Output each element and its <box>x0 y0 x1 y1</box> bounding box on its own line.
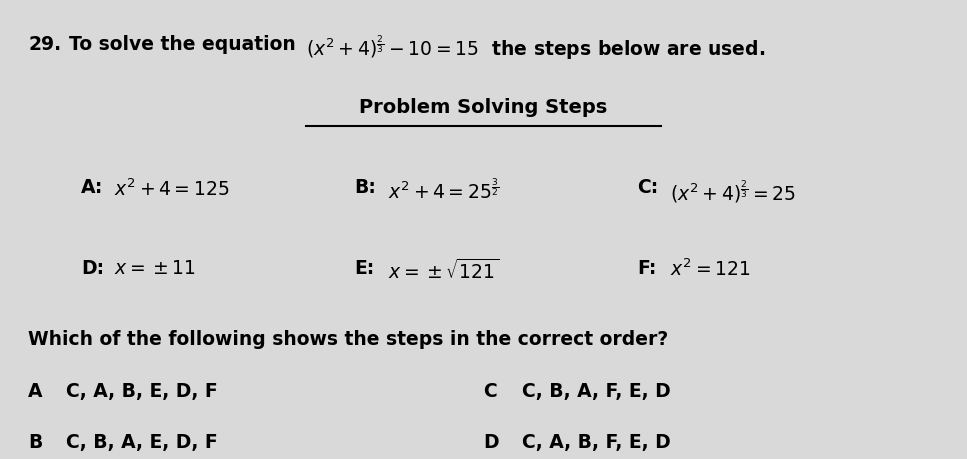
Text: E:: E: <box>354 258 374 277</box>
Text: $x=\pm11$: $x=\pm11$ <box>114 258 196 277</box>
Text: B: B <box>28 432 43 451</box>
Text: Problem Solving Steps: Problem Solving Steps <box>360 98 607 117</box>
Text: Which of the following shows the steps in the correct order?: Which of the following shows the steps i… <box>28 330 668 348</box>
Text: $x^2=121$: $x^2=121$ <box>670 258 750 280</box>
Text: $x^2+4=125$: $x^2+4=125$ <box>114 178 230 200</box>
Text: $x=\pm\sqrt{121}$: $x=\pm\sqrt{121}$ <box>388 258 499 282</box>
Text: C, B, A, F, E, D: C, B, A, F, E, D <box>522 381 670 400</box>
Text: D:: D: <box>81 258 104 277</box>
Text: C, A, B, F, E, D: C, A, B, F, E, D <box>522 432 670 451</box>
Text: C, B, A, E, D, F: C, B, A, E, D, F <box>67 432 219 451</box>
Text: 29.: 29. <box>28 35 61 54</box>
Text: A: A <box>28 381 43 400</box>
Text: C: C <box>484 381 497 400</box>
Text: C:: C: <box>637 178 659 197</box>
Text: D: D <box>484 432 499 451</box>
Text: $x^2+4=25^{\frac{3}{2}}$: $x^2+4=25^{\frac{3}{2}}$ <box>388 178 499 202</box>
Text: B:: B: <box>354 178 376 197</box>
Text: F:: F: <box>637 258 657 277</box>
Text: C, A, B, E, D, F: C, A, B, E, D, F <box>67 381 219 400</box>
Text: $\left(x^2+4\right)^{\frac{2}{3}} - 10 = 15$  the steps below are used.: $\left(x^2+4\right)^{\frac{2}{3}} - 10 =… <box>307 33 765 62</box>
Text: A:: A: <box>81 178 103 197</box>
Text: $\left(x^2+4\right)^{\frac{2}{3}}=25$: $\left(x^2+4\right)^{\frac{2}{3}}=25$ <box>670 178 797 205</box>
Text: To solve the equation: To solve the equation <box>70 35 303 54</box>
